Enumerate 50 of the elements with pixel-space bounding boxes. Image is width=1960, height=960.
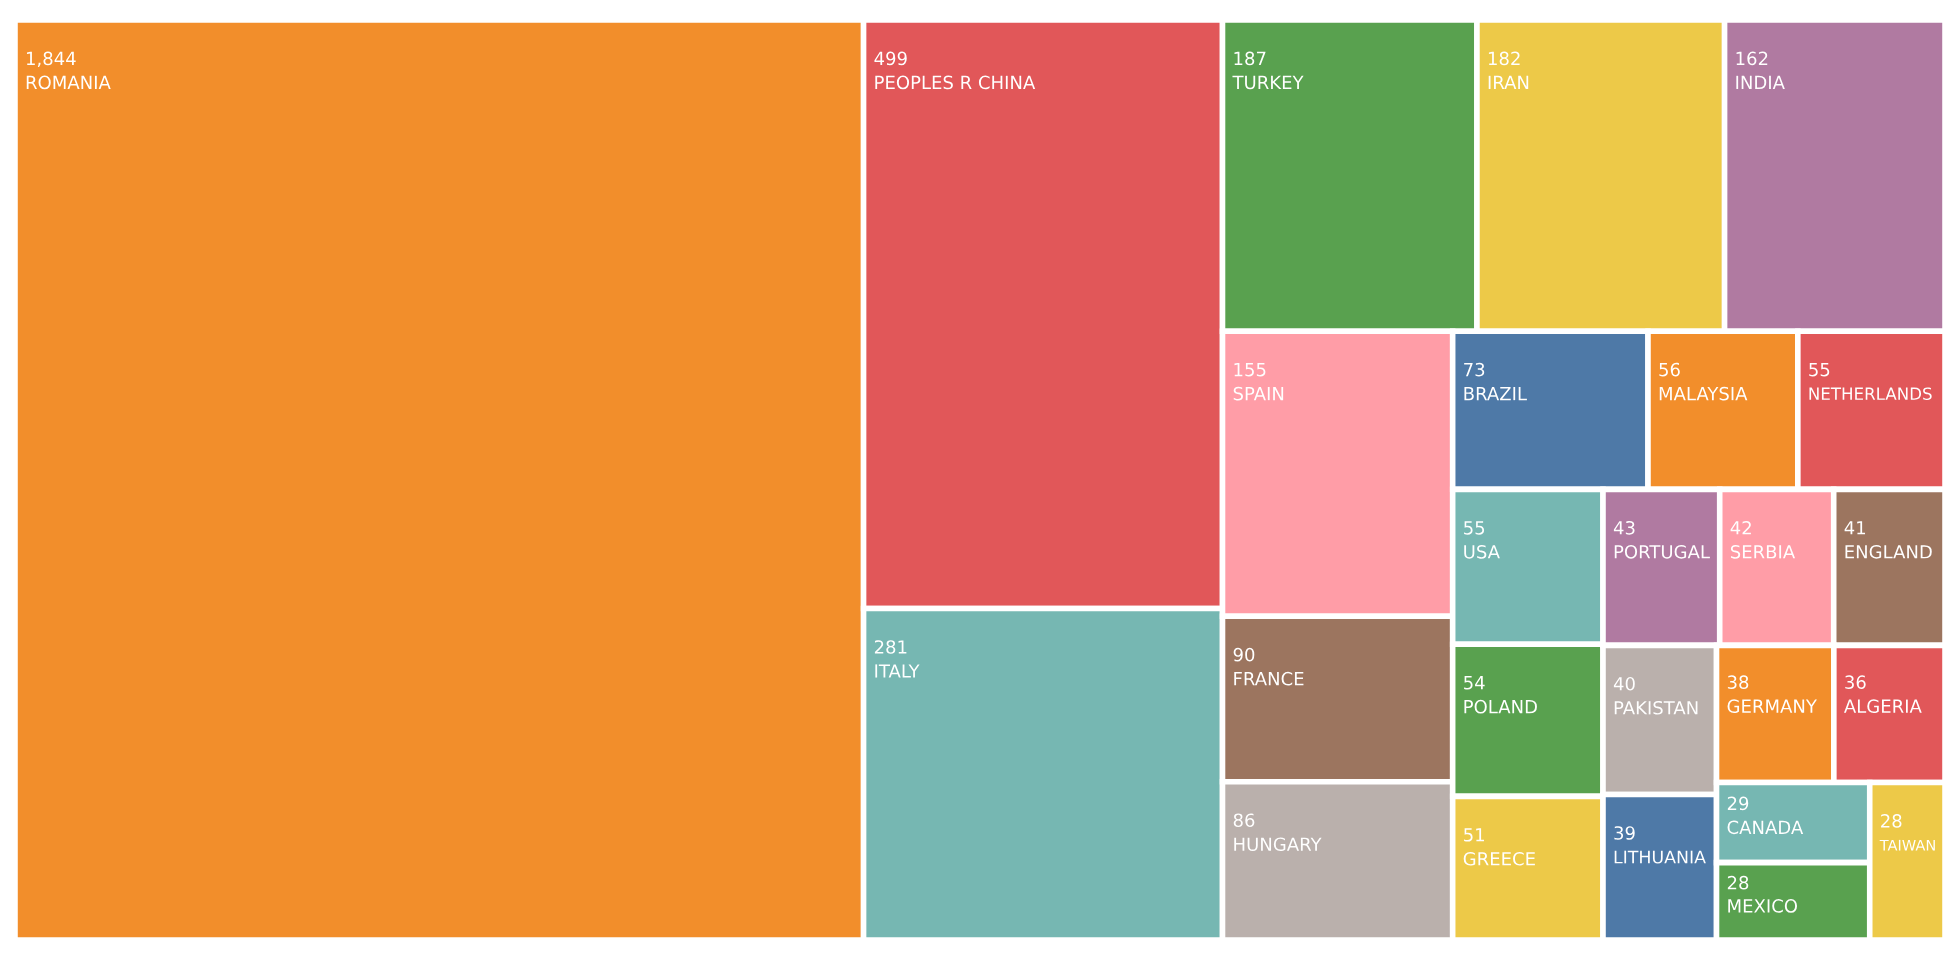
data-label: 29 [1727,796,1749,811]
data-label: 39 [1614,826,1635,840]
category-label: PAKISTAN [1614,700,1698,715]
data-label: 187 [1234,51,1266,66]
category-label: FRANCE [1234,671,1304,686]
category-label: SPAIN [1233,386,1284,401]
data-label: 28 [1727,875,1749,890]
data-label: 155 [1234,362,1266,377]
category-label: POLAND [1464,699,1537,714]
category-label: NETHERLANDS [1809,387,1932,400]
data-label: 54 [1464,676,1485,690]
category-label: BRAZIL [1464,386,1527,401]
data-label: 41 [1844,521,1866,535]
data-label: 90 [1233,647,1255,662]
data-label: 40 [1613,676,1635,691]
category-label: MALAYSIA [1659,386,1748,401]
category-label: TURKEY [1232,75,1304,90]
data-label: 86 [1233,813,1255,828]
category-label: USA [1464,544,1500,559]
category-label: GREECE [1463,851,1535,866]
data-label: 281 [874,640,907,654]
category-label: SERBIA [1730,544,1796,559]
category-label: MEXICO [1728,899,1798,913]
category-label: INDIA [1736,75,1785,89]
data-label: 28 [1881,814,1902,828]
data-label: 51 [1464,828,1484,842]
category-label: ENGLAND [1845,544,1932,559]
category-label: TAIWAN [1879,839,1935,851]
category-label: LITHUANIA [1614,850,1706,864]
category-label: HUNGARY [1234,837,1322,852]
data-label: 36 [1845,675,1866,689]
data-label: 43 [1613,520,1635,535]
category-label: IRAN [1488,75,1529,89]
data-label: 55 [1809,362,1830,377]
category-label: ALGERIA [1843,699,1922,713]
data-label: 55 [1464,521,1485,535]
data-label: 499 [874,51,907,66]
data-label: 73 [1464,362,1485,377]
data-label: 56 [1659,362,1680,377]
data-label: 42 [1730,520,1751,535]
data-label: 182 [1488,51,1520,66]
category-label: ITALY [875,664,920,678]
category-label: ROMANIA [26,75,111,90]
data-label: 162 [1736,51,1768,66]
category-label: CANADA [1727,820,1804,835]
category-label: PORTUGAL [1614,544,1710,559]
category-label: PEOPLES R CHINA [875,75,1036,90]
data-label: 1,844 [26,51,76,68]
data-label: 38 [1727,675,1749,689]
category-label: GERMANY [1727,699,1817,713]
